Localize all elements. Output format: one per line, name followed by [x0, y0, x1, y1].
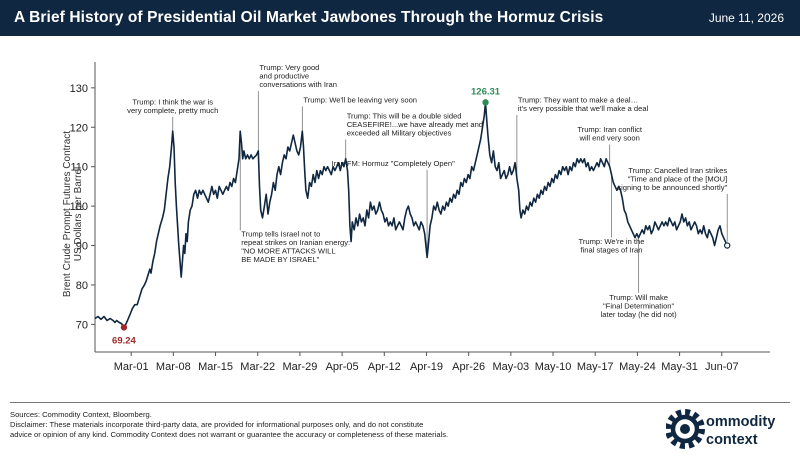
sources-text: Sources: Commodity Context, Bloomberg. — [10, 410, 152, 419]
commodity-context-logo: ommodity context — [666, 409, 775, 449]
x-tick-label: Mar-15 — [198, 361, 233, 373]
annotation-text: Trump: I think the war is very complete, … — [127, 97, 218, 115]
logo-word-commodity: ommodity — [706, 414, 775, 430]
disclaimer-text-1: Disclaimer: These materials incorporate … — [10, 420, 424, 429]
annotation-line: later today (he did not) — [601, 310, 677, 319]
annotation-text: Trump: This will be a double sided CEASEF… — [347, 112, 483, 138]
annotation-line: Trump: Cancelled Iran strikes — [628, 166, 727, 175]
y-axis-label-line: US Dollars per Barrel — [73, 167, 84, 261]
annotation-line: "NO MORE ATTACKS WILL — [241, 246, 335, 255]
annotation-line: Trump: We're in the — [578, 237, 644, 246]
annotation-line: Trump: This will be a double sided — [347, 112, 462, 121]
y-tick-label: 130 — [70, 83, 88, 95]
annotation-text: Trump tells Israel not to repeat strikes … — [241, 229, 350, 264]
end-point-marker — [724, 242, 731, 249]
annotation-line: Trump: I think the war is — [132, 97, 213, 106]
annotation-line: conversations with Iran — [259, 80, 337, 89]
annotation-line: it's very possible that we'll make a dea… — [518, 104, 649, 113]
logo-word-context: context — [706, 432, 758, 448]
annotation-text: Trump: Will make "Final Determination" lat… — [601, 293, 677, 319]
x-tick-label: May-03 — [493, 361, 530, 373]
min-point-label: 69.24 — [112, 335, 136, 346]
price-chart: 70 80 90 100 110 120 130 Mar-01 Mar-08 Mar-15 Mar-… — [62, 62, 770, 373]
annotation-text: Trump: They want to make a deal… it's ver… — [518, 95, 649, 113]
annotation-line: Trump: Iran conflict — [577, 125, 643, 134]
annotation-line: Trump: We'll be leaving very soon — [303, 95, 417, 104]
max-point-label: 126.31 — [471, 86, 501, 97]
y-tick-label: 100 — [70, 201, 88, 213]
annotation-line: signing to be announced shortly" — [617, 183, 727, 192]
annotation-line: "Final Determination" — [603, 301, 675, 310]
annotation-line: CEASEFIRE!...we have already met and — [347, 120, 483, 129]
y-axis-label: Brent Crude Prompt Futures ContractUS Do… — [62, 131, 84, 297]
x-tick-label: Apr-26 — [452, 361, 485, 373]
x-tick-label: May-17 — [577, 361, 614, 373]
annotation-line: very complete, pretty much — [127, 106, 218, 115]
max-point-marker — [482, 99, 489, 106]
annotation-line: repeat strikes on Iranian energy: — [241, 238, 350, 247]
y-tick-label: 110 — [70, 162, 88, 174]
x-tick-label: Mar-01 — [114, 361, 149, 373]
annotation-text: Trump: We're in the final stages of Iran — [578, 237, 644, 255]
annotation-line: Trump: They want to make a deal… — [518, 95, 638, 104]
annotation-text: Iran FM: Hormuz "Completely Open" — [332, 159, 455, 168]
x-tick-label: Apr-05 — [326, 361, 359, 373]
annotation-line: and productive — [259, 72, 309, 81]
disclaimer-text-2: advice or opinion of any kind. Commodity… — [10, 430, 449, 439]
y-tick-label: 90 — [76, 241, 88, 253]
y-tick-label: 70 — [76, 319, 88, 331]
x-tick-label: Mar-08 — [156, 361, 191, 373]
annotation-text: Trump: Very good and productive conversati… — [259, 63, 337, 89]
page-title: A Brief History of Presidential Oil Mark… — [14, 9, 604, 26]
report-date: June 11, 2026 — [708, 11, 784, 25]
y-axis-label-line: Brent Crude Prompt Futures Contract — [62, 131, 73, 297]
annotation-line: BE MADE BY ISRAEL" — [241, 255, 319, 264]
annotation-line: will end very soon — [579, 133, 640, 142]
x-tick-label: May-31 — [661, 361, 698, 373]
annotation-line: Iran FM: Hormuz "Completely Open" — [332, 159, 455, 168]
annotation-line: Trump: Very good — [259, 63, 319, 72]
annotation-text: Trump: We'll be leaving very soon — [303, 95, 417, 104]
header-bar: A Brief History of Presidential Oil Mark… — [0, 0, 800, 36]
gear-icon — [666, 409, 705, 449]
footer-notes: Sources: Commodity Context, Bloomberg. D… — [10, 410, 570, 440]
x-tick-label: Apr-19 — [410, 361, 443, 373]
x-tick-label: Mar-22 — [240, 361, 275, 373]
min-point-marker — [120, 324, 128, 331]
x-tick-label: Mar-29 — [282, 361, 317, 373]
annotation-text: Trump: Cancelled Iran strikes "Time and p… — [617, 166, 727, 192]
footer-divider — [10, 402, 790, 403]
annotation-line: final stages of Iran — [580, 245, 642, 254]
annotation-line: "Time and place of the [MOU] — [628, 174, 728, 183]
annotation-text: Trump: Iran conflict will end very soon — [577, 125, 643, 143]
x-tick-label: Jun-07 — [705, 361, 739, 373]
x-tick-label: May-10 — [535, 361, 572, 373]
x-tick-label: Apr-12 — [368, 361, 401, 373]
y-tick-label: 80 — [76, 280, 88, 292]
brent-price-series — [94, 101, 728, 329]
y-tick-label: 120 — [70, 122, 88, 134]
x-tick-label: May-24 — [619, 361, 656, 373]
annotation-line: Trump tells Israel not to — [241, 229, 320, 238]
annotation-line: exceeded all Military objectives — [347, 129, 452, 138]
annotation-line: Trump: Will make — [609, 293, 668, 302]
